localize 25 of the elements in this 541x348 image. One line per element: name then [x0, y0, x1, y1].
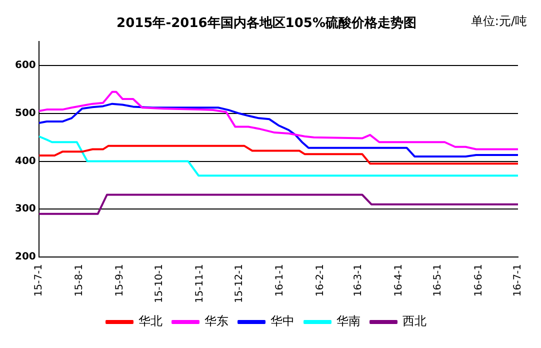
y-tick-label: 300: [15, 204, 36, 215]
y-tick-label: 400: [15, 156, 36, 167]
x-tick-label: 16-6-1: [473, 264, 484, 297]
y-tick-label: 500: [15, 108, 36, 119]
legend-label: 华中: [270, 314, 294, 328]
x-tick-label: 16-3-1: [352, 264, 364, 297]
x-tick-label: 16-4-1: [393, 264, 404, 297]
x-tick-label: 16-1-1: [274, 264, 286, 297]
x-tick-label: 16-7-1: [512, 264, 524, 297]
x-tick-label: 16-2-1: [314, 264, 326, 297]
x-tick-label: 16-5-1: [432, 264, 444, 297]
y-tick-label: 600: [15, 60, 36, 72]
legend-label: 华北: [138, 314, 162, 328]
legend-label: 西北: [402, 314, 426, 328]
text: 单位:元/吨: [470, 14, 527, 28]
x-tick-label: 15-12-1: [234, 264, 245, 304]
y-tick-label: 200: [15, 252, 36, 263]
chart-title: 2015年-2016年国内各地区105%硫酸价格走势图: [116, 15, 416, 32]
x-tick-label: 15-8-1: [74, 264, 86, 297]
legend-label: 华东: [204, 314, 228, 328]
x-tick-label: 15-7-1: [33, 264, 44, 297]
x-tick-label: 15-11-1: [194, 264, 206, 304]
legend-label: 华南: [336, 314, 360, 328]
x-tick-label: 15-9-1: [114, 264, 126, 297]
x-tick-label: 15-10-1: [154, 264, 165, 304]
